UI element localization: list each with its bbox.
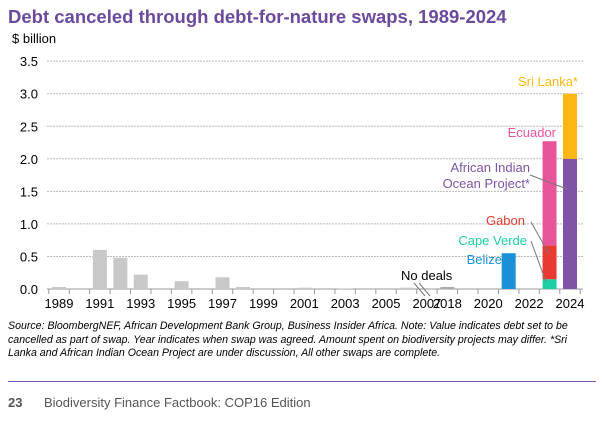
x-tick-label: 2024: [556, 296, 585, 311]
page-number: 23: [8, 395, 23, 410]
y-axis-label: $ billion: [12, 31, 57, 46]
bar-other-1997: [215, 277, 230, 289]
x-tick-label: 2022: [515, 296, 544, 311]
bar-ecuador-2023: [542, 141, 557, 246]
publication-title: Biodiversity Finance Factbook: COP16 Edi…: [44, 395, 311, 410]
series-label-belize: Belize: [467, 252, 502, 267]
leader-line: [530, 221, 550, 255]
y-tick-label: 1.5: [20, 184, 38, 199]
leader-line: [530, 240, 547, 283]
bar-other-2001: [297, 287, 312, 289]
chart: 0.0 0.5 1.0 1.5 2.0 2.5 3.0 3.5 1989 1991 1993 1995…: [20, 54, 585, 311]
x-tick-label: 1989: [45, 296, 74, 311]
bar-gabon-2023: [542, 245, 557, 280]
x-tick-label: 2001: [290, 296, 319, 311]
y-tick-label: 2.5: [20, 119, 38, 134]
x-tick-label: 2003: [331, 296, 360, 311]
y-tick-label: 0.5: [20, 249, 38, 264]
x-tick-label: 1997: [208, 296, 237, 311]
bar-other-1992: [113, 257, 128, 289]
source-note: Source: BloombergNEF, African Developmen…: [8, 320, 568, 359]
x-tick-label: 1999: [249, 296, 278, 311]
bar-other-1995: [174, 281, 189, 289]
series-label-gabon: Gabon: [486, 213, 525, 228]
x-tick-label: 1993: [126, 296, 155, 311]
x-tick-label: 2007: [412, 296, 441, 311]
x-tick-label: 2005: [372, 296, 401, 311]
series-label-african-indian-ocean-project-line2: Ocean Project*: [443, 176, 530, 191]
series-label-sri-lanka-: Sri Lanka*: [518, 74, 578, 89]
bar-other-2003: [338, 288, 353, 289]
bar-belize-2021: [501, 253, 516, 289]
y-tick-label: 0.0: [20, 282, 38, 297]
axis-break-mark: [413, 282, 426, 297]
series-label-ecuador: Ecuador: [508, 125, 557, 140]
y-tick-label: 2.0: [20, 152, 38, 167]
no-deals-annotation: No deals: [401, 268, 453, 283]
bar-other-1993: [133, 274, 148, 289]
leader-line: [529, 174, 568, 190]
x-tick-label: 1995: [167, 296, 196, 311]
y-tick-label: 1.0: [20, 217, 38, 232]
bar-other-1998: [235, 287, 250, 289]
bar-other-1991: [92, 249, 107, 289]
bar-other-2018: [440, 287, 455, 289]
divider: [8, 381, 596, 382]
series-label-african-indian-ocean-project-line1: African Indian: [451, 160, 531, 175]
chart-title: Debt canceled through debt-for-nature sw…: [8, 6, 507, 27]
x-tick-label: 2020: [474, 296, 503, 311]
bar-other-2006: [399, 287, 414, 289]
x-tick-label: 2018: [433, 296, 462, 311]
bar-other-1989: [52, 287, 66, 289]
y-tick-label: 3.5: [20, 54, 38, 69]
x-tick-label: 1991: [85, 296, 114, 311]
bar-african-indian-ocean-project--2024: [563, 158, 577, 289]
y-tick-label: 3.0: [20, 87, 38, 102]
bar-sri-lanka--2024: [563, 93, 577, 159]
axis-break-mark: [418, 282, 431, 297]
bar-cape-verde-2023: [542, 279, 557, 289]
series-label-cape-verde: Cape Verde: [458, 233, 527, 248]
